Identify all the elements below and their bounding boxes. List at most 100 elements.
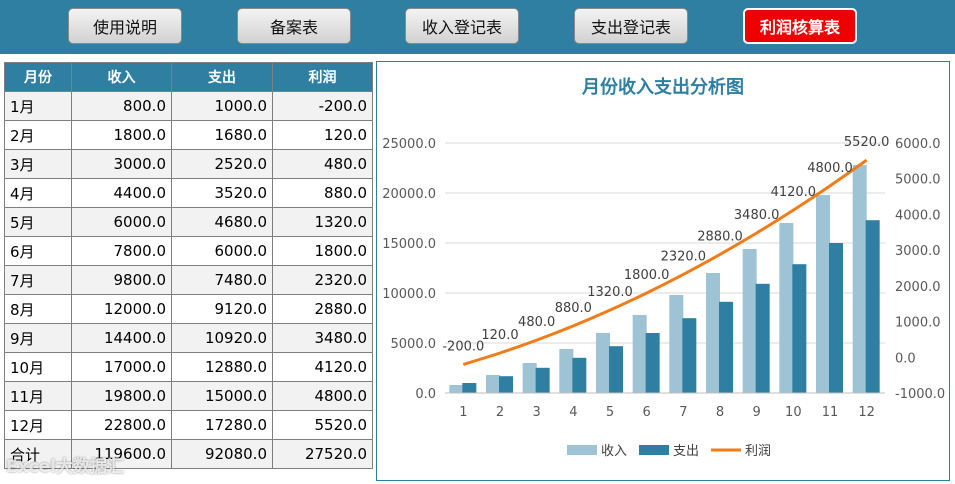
bar-expense: [865, 220, 880, 393]
cell-income[interactable]: 3000.0: [71, 149, 172, 179]
cell-profit[interactable]: 880.0: [272, 178, 373, 208]
cell-income[interactable]: 22800.0: [71, 410, 172, 440]
right-axis-tick-label: 5000.0: [895, 173, 941, 188]
cell-profit[interactable]: 2320.0: [272, 265, 373, 295]
left-axis-tick-label: 0.0: [415, 387, 436, 402]
bar-income: [706, 273, 720, 393]
cell-expense[interactable]: 1000.0: [171, 91, 273, 121]
cell-month[interactable]: 12月: [4, 410, 72, 440]
watermark-text: Excel大数据汇: [6, 457, 125, 477]
cell-month[interactable]: 4月: [4, 178, 72, 208]
table-row: 12月 22800.0 17280.0 5520.0: [4, 410, 373, 440]
cell-profit[interactable]: 4120.0: [272, 352, 373, 382]
cell-income[interactable]: 12000.0: [71, 294, 172, 324]
cell-income[interactable]: 1800.0: [71, 120, 172, 150]
x-axis-tick-label: 6: [643, 405, 651, 420]
legend-swatch-income: [567, 445, 597, 455]
cell-month[interactable]: 3月: [4, 149, 72, 179]
cell-month[interactable]: 1月: [4, 91, 72, 121]
table-row: 8月 12000.0 9120.0 2880.0: [4, 294, 373, 324]
bar-income: [559, 349, 574, 393]
table-row: 1月 800.0 1000.0 -200.0: [4, 91, 373, 121]
nav-button-expense-register[interactable]: 支出登记表: [574, 8, 688, 44]
cell-month[interactable]: 7月: [4, 265, 72, 295]
cell-expense[interactable]: 7480.0: [171, 265, 273, 295]
cell-profit[interactable]: -200.0: [272, 91, 373, 121]
bar-income: [779, 223, 794, 393]
cell-expense[interactable]: 4680.0: [171, 207, 273, 237]
left-axis-tick-label: 25000.0: [382, 137, 436, 152]
cell-income[interactable]: 7800.0: [71, 236, 172, 266]
nav-button-income-register[interactable]: 收入登记表: [405, 8, 519, 44]
cell-month[interactable]: 8月: [4, 294, 72, 324]
x-axis-tick-label: 10: [785, 405, 802, 420]
cell-profit[interactable]: 1800.0: [272, 236, 373, 266]
table-row: 5月 6000.0 4680.0 1320.0: [4, 207, 373, 237]
legend-label-profit: 利润: [745, 444, 771, 459]
bar-income: [486, 375, 500, 393]
cell-month[interactable]: 5月: [4, 207, 72, 237]
right-axis-tick-label: 0.0: [895, 351, 916, 366]
cell-month[interactable]: 合计: [4, 439, 72, 469]
left-axis-tick-label: 5000.0: [391, 337, 437, 352]
cell-expense[interactable]: 92080.0: [171, 439, 273, 469]
cell-month[interactable]: 9月: [4, 323, 72, 353]
bar-expense: [755, 283, 770, 393]
cell-expense[interactable]: 17280.0: [171, 410, 273, 440]
profit-data-label: 5520.0: [844, 135, 890, 150]
profit-table: 月份 收入 支出 利润 1月 800.0 1000.0 -200.0 2月 1800.0 1…: [4, 62, 373, 469]
cell-month[interactable]: 2月: [4, 120, 72, 150]
col-header-month: 月份: [4, 62, 72, 92]
nav-button-filing-table[interactable]: 备案表: [237, 8, 351, 44]
nav-button-instructions[interactable]: 使用说明: [68, 8, 182, 44]
cell-profit[interactable]: 1320.0: [272, 207, 373, 237]
bar-income: [449, 385, 464, 393]
left-axis-tick-label: 10000.0: [382, 287, 436, 302]
cell-profit[interactable]: 3480.0: [272, 323, 373, 353]
profit-data-label: 1320.0: [587, 285, 633, 300]
bar-expense: [609, 346, 623, 393]
x-axis-tick-label: 4: [569, 405, 577, 420]
table-row: 10月 17000.0 12880.0 4120.0: [4, 352, 373, 382]
bar-expense: [462, 383, 477, 393]
cell-profit[interactable]: 27520.0: [272, 439, 373, 469]
cell-income[interactable]: 800.0: [71, 91, 172, 121]
x-axis-tick-label: 9: [753, 405, 761, 420]
cell-profit[interactable]: 5520.0: [272, 410, 373, 440]
cell-income[interactable]: 14400.0: [71, 323, 172, 353]
cell-month[interactable]: 11月: [4, 381, 72, 411]
profit-data-label: 2880.0: [697, 229, 743, 244]
cell-expense[interactable]: 9120.0: [171, 294, 273, 324]
profit-data-label: 480.0: [518, 315, 555, 330]
cell-income[interactable]: 19800.0: [71, 381, 172, 411]
cell-expense[interactable]: 2520.0: [171, 149, 273, 179]
cell-month[interactable]: 10月: [4, 352, 72, 382]
cell-profit[interactable]: 480.0: [272, 149, 373, 179]
x-axis-tick-label: 3: [533, 405, 541, 420]
cell-profit[interactable]: 4800.0: [272, 381, 373, 411]
cell-expense[interactable]: 3520.0: [171, 178, 273, 208]
cell-expense[interactable]: 6000.0: [171, 236, 273, 266]
bar-expense: [792, 264, 807, 393]
profit-data-label: -200.0: [442, 339, 484, 354]
cell-expense[interactable]: 10920.0: [171, 323, 273, 353]
cell-income[interactable]: 9800.0: [71, 265, 172, 295]
cell-income[interactable]: 6000.0: [71, 207, 172, 237]
cell-income[interactable]: 4400.0: [71, 178, 172, 208]
cell-profit[interactable]: 120.0: [272, 120, 373, 150]
profit-data-label: 880.0: [555, 301, 592, 316]
cell-expense[interactable]: 12880.0: [171, 352, 273, 382]
left-axis-tick-label: 15000.0: [382, 237, 436, 252]
bar-expense: [572, 357, 587, 393]
cell-income[interactable]: 17000.0: [71, 352, 172, 382]
cell-profit[interactable]: 2880.0: [272, 294, 373, 324]
left-axis-tick-label: 20000.0: [382, 187, 436, 202]
bar-expense: [829, 243, 843, 393]
cell-month[interactable]: 6月: [4, 236, 72, 266]
cell-expense[interactable]: 15000.0: [171, 381, 273, 411]
right-axis-tick-label: 4000.0: [895, 208, 941, 223]
bar-expense: [682, 318, 697, 393]
nav-button-profit-accounting[interactable]: 利润核算表: [743, 8, 857, 44]
right-axis-tick-label: 3000.0: [895, 244, 941, 259]
cell-expense[interactable]: 1680.0: [171, 120, 273, 150]
